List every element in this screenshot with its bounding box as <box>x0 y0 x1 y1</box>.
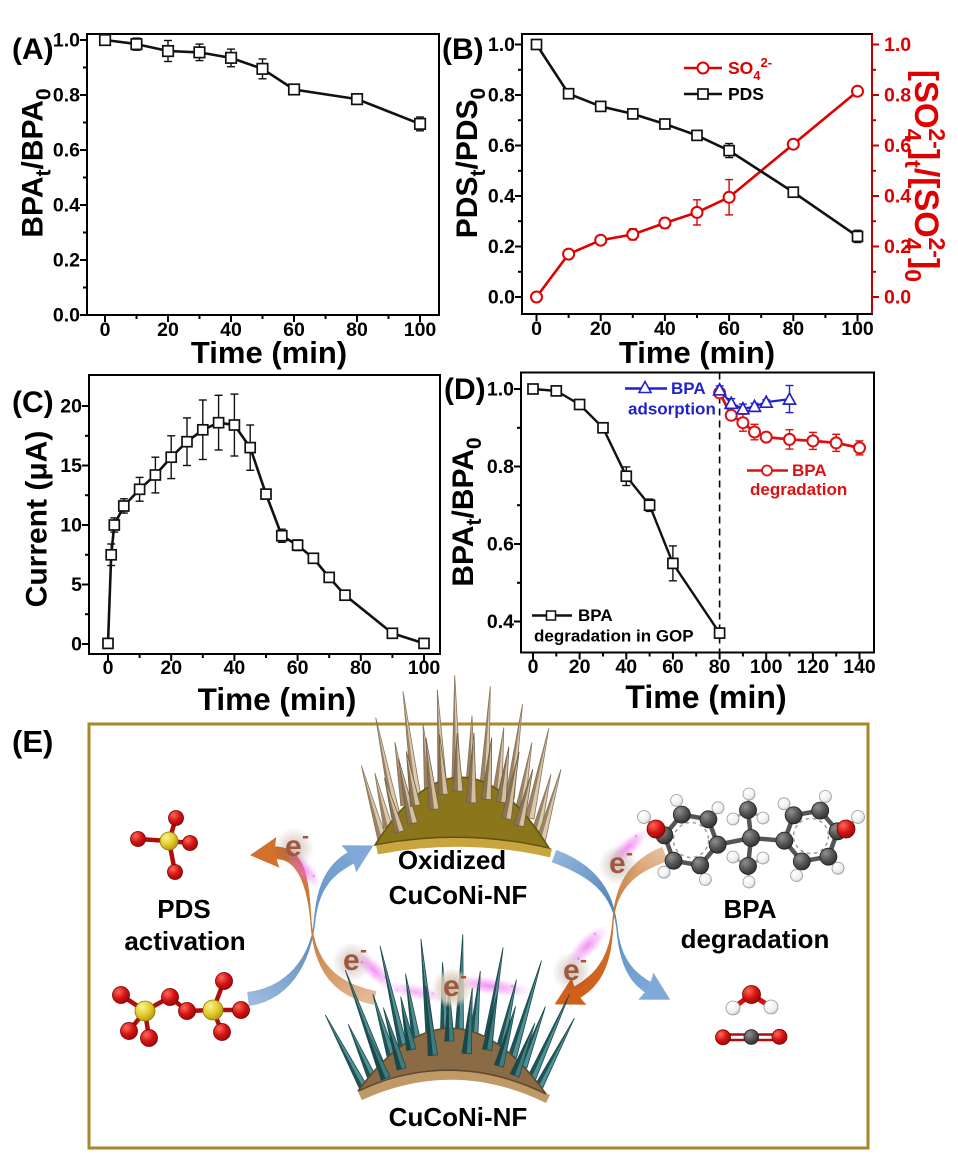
svg-text:40: 40 <box>615 656 637 678</box>
svg-text:0.2: 0.2 <box>488 236 515 258</box>
svg-text:degradation: degradation <box>750 480 847 499</box>
svg-text:20: 20 <box>590 318 612 340</box>
svg-text:0.8: 0.8 <box>884 85 911 107</box>
svg-text:adsorption: adsorption <box>628 400 716 419</box>
svg-text:0.8: 0.8 <box>488 85 515 107</box>
svg-text:100: 100 <box>750 656 783 678</box>
svg-text:20: 20 <box>157 319 179 341</box>
svg-text:PDS: PDS <box>157 894 210 924</box>
svg-text:e: e <box>609 847 626 880</box>
svg-text:80: 80 <box>350 657 372 679</box>
svg-text:-: - <box>302 825 309 848</box>
svg-text:BPA: BPA <box>671 379 706 398</box>
svg-text:0.8: 0.8 <box>487 456 514 478</box>
svg-text:100: 100 <box>408 657 441 679</box>
svg-text:1.0: 1.0 <box>488 34 515 56</box>
svg-text:0.6: 0.6 <box>53 140 80 162</box>
svg-text:(B): (B) <box>442 33 484 66</box>
svg-text:CuCoNi-NF: CuCoNi-NF <box>389 880 528 910</box>
svg-text:80: 80 <box>346 319 368 341</box>
svg-text:0.6: 0.6 <box>884 135 911 157</box>
svg-text:degradation: degradation <box>681 924 830 954</box>
svg-text:SO42-: SO42- <box>728 55 772 83</box>
svg-text:0.4: 0.4 <box>53 195 80 217</box>
svg-text:0.0: 0.0 <box>884 287 911 309</box>
svg-text:(D): (D) <box>444 373 486 406</box>
svg-text:0.4: 0.4 <box>884 186 911 208</box>
svg-text:CuCoNi-NF: CuCoNi-NF <box>389 1102 528 1132</box>
svg-text:-: - <box>360 939 367 962</box>
svg-text:0.0: 0.0 <box>488 287 515 309</box>
svg-text:0.6: 0.6 <box>488 135 515 157</box>
svg-text:e: e <box>443 970 460 1003</box>
svg-text:1.0: 1.0 <box>53 30 80 52</box>
svg-text:60: 60 <box>287 657 309 679</box>
svg-text:0.4: 0.4 <box>488 186 515 208</box>
svg-text:0.2: 0.2 <box>53 250 80 272</box>
svg-text:0.6: 0.6 <box>487 534 514 556</box>
svg-text:-: - <box>580 949 587 972</box>
svg-text:80: 80 <box>709 656 731 678</box>
svg-text:PDS: PDS <box>728 84 764 104</box>
svg-text:[SO42-]t/[SO42-]0: [SO42-]t/[SO42-]0 <box>900 70 950 282</box>
svg-text:40: 40 <box>654 318 676 340</box>
svg-text:100: 100 <box>841 318 874 340</box>
svg-text:BPA: BPA <box>792 461 827 480</box>
svg-text:(E): (E) <box>12 724 53 759</box>
svg-text:0.2: 0.2 <box>884 236 911 258</box>
svg-text:15: 15 <box>60 455 82 477</box>
svg-text:40: 40 <box>220 319 242 341</box>
svg-text:0: 0 <box>531 318 542 340</box>
svg-text:Time (min): Time (min) <box>625 679 786 715</box>
svg-text:Oxidized: Oxidized <box>398 845 506 875</box>
svg-text:Time (min): Time (min) <box>198 681 357 717</box>
svg-text:100: 100 <box>404 319 437 341</box>
svg-text:PDSt/PDS0: PDSt/PDS0 <box>451 88 490 238</box>
svg-text:60: 60 <box>283 319 305 341</box>
svg-text:(A): (A) <box>12 33 54 66</box>
svg-text:140: 140 <box>843 656 876 678</box>
svg-text:20: 20 <box>160 657 182 679</box>
svg-text:0.0: 0.0 <box>53 305 80 327</box>
svg-text:BPAt/BPA0: BPAt/BPA0 <box>447 437 486 586</box>
svg-text:80: 80 <box>782 318 804 340</box>
svg-text:Time (min): Time (min) <box>619 335 775 370</box>
svg-text:20: 20 <box>60 396 82 418</box>
svg-text:0.4: 0.4 <box>487 611 514 633</box>
svg-text:-: - <box>460 965 467 988</box>
svg-text:-: - <box>626 842 633 865</box>
svg-text:activation: activation <box>124 926 245 956</box>
svg-text:Time (min): Time (min) <box>191 335 347 370</box>
svg-text:10: 10 <box>60 515 82 537</box>
svg-text:degradation in GOP: degradation in GOP <box>534 627 694 646</box>
svg-text:0: 0 <box>103 657 114 679</box>
svg-text:0: 0 <box>71 634 82 656</box>
svg-text:60: 60 <box>718 318 740 340</box>
svg-text:1.0: 1.0 <box>884 34 911 56</box>
svg-text:e: e <box>285 830 302 863</box>
svg-text:40: 40 <box>224 657 246 679</box>
svg-text:BPAt/BPA0: BPAt/BPA0 <box>17 88 56 237</box>
svg-text:0: 0 <box>100 319 111 341</box>
svg-text:0.8: 0.8 <box>53 85 80 107</box>
svg-text:1.0: 1.0 <box>487 379 514 401</box>
svg-text:120: 120 <box>797 656 830 678</box>
svg-text:(C): (C) <box>12 386 54 419</box>
svg-text:20: 20 <box>569 656 591 678</box>
svg-text:e: e <box>563 954 580 987</box>
svg-text:5: 5 <box>71 574 82 596</box>
svg-text:Current (μA): Current (μA) <box>21 431 54 608</box>
svg-text:0: 0 <box>528 656 539 678</box>
svg-text:60: 60 <box>662 656 684 678</box>
svg-text:BPA: BPA <box>724 894 777 924</box>
svg-text:e: e <box>343 944 360 977</box>
svg-text:BPA: BPA <box>578 606 613 625</box>
